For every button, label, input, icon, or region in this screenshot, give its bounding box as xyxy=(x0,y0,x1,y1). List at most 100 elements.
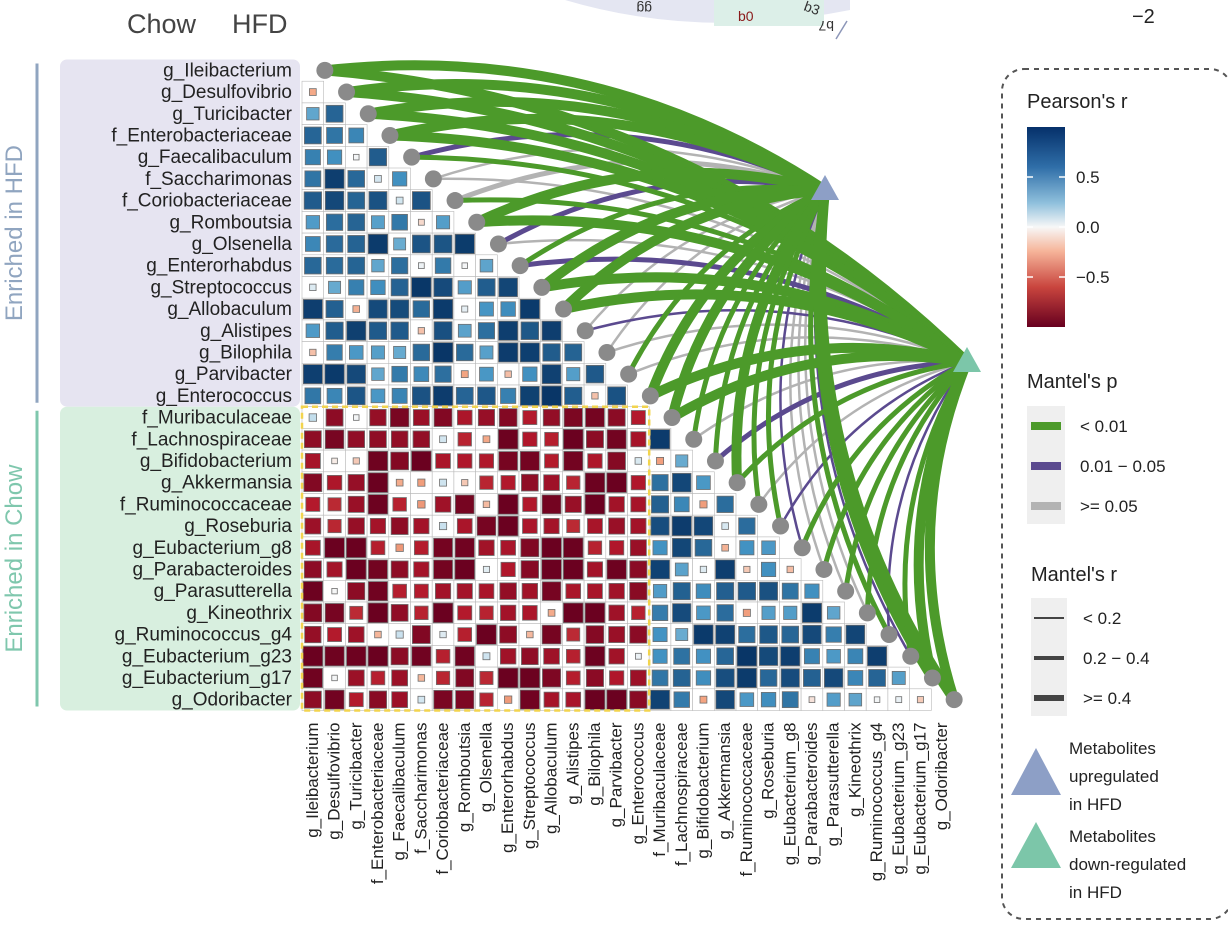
corr-cell xyxy=(348,692,364,708)
column-label: g_Faecalibaculum xyxy=(390,723,409,861)
corr-cell xyxy=(417,695,426,704)
corr-cell xyxy=(368,321,388,340)
corr-cell xyxy=(543,518,560,535)
corr-cell xyxy=(391,213,408,231)
corr-cell xyxy=(607,386,627,406)
corr-cell xyxy=(369,518,386,535)
row-label: f_Enterobacteriaceae xyxy=(111,125,292,146)
corr-cell xyxy=(716,495,734,513)
corr-cell xyxy=(326,127,343,144)
corr-cell xyxy=(566,367,581,382)
corr-cell xyxy=(584,472,606,493)
row-label: g_Kineothrix xyxy=(186,603,292,624)
corr-cell xyxy=(434,496,452,513)
corr-cell xyxy=(500,561,516,577)
corr-cell xyxy=(395,630,404,639)
corr-cell xyxy=(699,695,708,704)
corr-cell xyxy=(433,277,453,297)
corr-cell xyxy=(460,370,469,379)
row-label: f_Coriobacteriaceae xyxy=(122,191,292,212)
corr-cell xyxy=(721,522,729,530)
corr-cell xyxy=(564,343,583,362)
column-label: g_Odoribacter xyxy=(932,722,951,830)
corr-cell xyxy=(672,603,692,623)
corr-cell xyxy=(716,604,734,622)
corr-cell xyxy=(563,602,584,624)
corr-cell xyxy=(541,581,562,601)
corr-cell xyxy=(390,604,409,622)
corr-cell xyxy=(393,237,407,251)
corr-cell xyxy=(895,696,903,704)
column-label: g_Olsenella xyxy=(476,722,495,812)
corr-cell xyxy=(520,538,540,558)
corr-cell xyxy=(325,235,344,253)
corr-cell xyxy=(675,628,689,641)
corr-cell xyxy=(695,583,712,599)
taxon-node xyxy=(403,148,421,166)
corr-cell xyxy=(306,107,320,121)
corr-cell xyxy=(608,583,625,600)
mantel-link xyxy=(384,113,830,195)
corr-cell xyxy=(542,668,562,688)
corr-cell xyxy=(498,408,518,427)
metab-down-label: in HFD xyxy=(1069,883,1122,902)
corr-cell xyxy=(760,561,777,578)
corr-cell xyxy=(479,692,494,707)
corr-cell xyxy=(325,256,344,275)
corr-cell xyxy=(309,88,317,96)
corr-cell xyxy=(391,387,408,404)
column-label: f_Lachnospiraceae xyxy=(672,723,691,867)
mantel-link xyxy=(409,154,970,365)
corr-cell xyxy=(412,430,431,448)
corr-cell xyxy=(417,500,426,509)
corr-cell xyxy=(439,478,447,487)
corr-cell xyxy=(477,386,496,406)
corr-cell xyxy=(672,472,692,493)
column-label: g_Eubacterium_g8 xyxy=(780,723,799,866)
corr-cell xyxy=(566,649,581,664)
corr-cell xyxy=(781,625,800,644)
corr-cell xyxy=(759,581,778,601)
corr-cell xyxy=(367,581,388,602)
corr-cell xyxy=(651,495,670,514)
metab-down-label: down-regulated xyxy=(1069,855,1186,874)
corr-cell xyxy=(324,646,345,667)
corr-cell xyxy=(456,343,474,362)
corr-cell xyxy=(543,647,560,665)
corr-cell xyxy=(498,320,519,341)
row-label: g_Parasutterella xyxy=(154,581,293,602)
taxon-node xyxy=(641,387,659,405)
corr-cell xyxy=(563,429,584,450)
column-label: g_Bifidobacterium xyxy=(693,723,712,859)
corr-cell xyxy=(457,409,473,426)
taxon-node xyxy=(750,495,768,513)
mantel-links xyxy=(319,60,972,705)
top-tick xyxy=(835,20,848,40)
corr-cell xyxy=(476,624,497,645)
corr-cell xyxy=(390,278,409,297)
corr-cell xyxy=(477,278,496,297)
corr-cell xyxy=(374,630,382,639)
corr-cell xyxy=(585,364,605,384)
corr-cell xyxy=(803,648,820,665)
mantel-link xyxy=(779,360,969,528)
taxon-node xyxy=(555,300,573,318)
corr-cell xyxy=(414,605,429,621)
corr-cell xyxy=(433,385,454,406)
column-label: g_Kineothrix xyxy=(845,722,864,817)
corr-cell xyxy=(673,647,691,665)
corr-cell xyxy=(652,584,668,599)
corr-cell xyxy=(434,257,452,274)
corr-cell xyxy=(542,408,561,427)
mantel-p-label: 0.01 − 0.05 xyxy=(1080,457,1166,476)
corr-cell xyxy=(916,696,924,704)
corr-cell xyxy=(302,299,323,320)
taxon-node xyxy=(945,691,963,709)
corr-cell xyxy=(346,320,367,341)
taxon-node xyxy=(576,322,594,340)
corr-cell xyxy=(482,565,490,573)
corr-cell xyxy=(308,413,318,422)
corr-cell xyxy=(454,559,475,580)
chow-group-panel xyxy=(60,406,300,711)
